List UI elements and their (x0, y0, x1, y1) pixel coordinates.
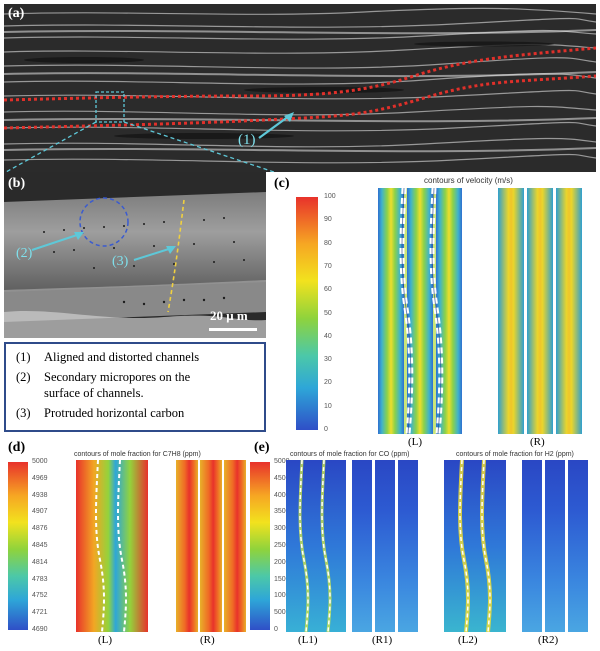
panel-d-title: contours of mole fraction for C7H8 (ppm) (74, 451, 201, 458)
channel-e-l1-group (286, 459, 346, 633)
channel-d-left (76, 459, 148, 633)
colorbar-tick: 3500 (274, 508, 290, 516)
panel-a-label: (a) (8, 6, 25, 21)
panel-e-sub-l1: (L1) (298, 634, 318, 646)
colorbar-tick: 3000 (274, 525, 290, 533)
callout-1-label: (1) (238, 132, 256, 148)
colorbar-c (296, 197, 318, 430)
colorbar-tick: 500 (274, 609, 286, 617)
colorbar-tick: 20 (324, 379, 332, 387)
colorbar-tick: 100 (324, 193, 336, 200)
colorbar-tick: 70 (324, 262, 332, 270)
colorbar-tick: 4500 (274, 474, 290, 482)
colorbar-tick: 10 (324, 402, 332, 410)
colorbar-tick: 2000 (274, 558, 290, 566)
panel-d-label: (d) (8, 440, 26, 455)
colorbar-tick: 4752 (32, 592, 48, 600)
callout-3-label: (3) (112, 254, 129, 269)
channel-c-left-group (378, 187, 462, 435)
channel-e-l2 (444, 459, 506, 633)
panel-d-sub-left: (L) (98, 634, 113, 646)
sem-image-b: (b) (2) (3) 20 μ m (4, 172, 266, 338)
panel-e-label: (e) (254, 440, 270, 455)
sem-a-texture (4, 4, 596, 172)
colorbar-tick: 5000 (32, 458, 48, 465)
colorbar-tick: 4907 (32, 508, 48, 516)
colorbar-tick: 4845 (32, 542, 48, 549)
colorbar-tick: 2500 (274, 542, 290, 549)
scale-bar-label: 20 μ m (210, 308, 248, 323)
colorbar-tick: 80 (324, 239, 332, 247)
colorbar-c-ticks: 100 90 80 70 60 50 40 30 20 10 0 (324, 193, 354, 434)
channel-c-left (378, 187, 462, 435)
colorbar-tick: 4000 (274, 491, 290, 499)
colorbar-tick: 0 (274, 626, 278, 633)
colorbar-tick: 4876 (32, 525, 48, 533)
panel-e-title-h2: contours of mole fraction for H2 (ppm) (456, 451, 574, 458)
colorbar-tick: 90 (324, 216, 332, 224)
colorbar-tick: 1000 (274, 592, 290, 600)
colorbar-tick: 4783 (32, 575, 48, 583)
colorbar-tick: 60 (324, 286, 332, 294)
colorbar-d-ticks: 5000 4969 4938 4907 4876 4845 4814 4783 4752 4721… (32, 458, 62, 634)
colorbar-tick: 40 (324, 332, 332, 340)
channel-e-r1-group (352, 460, 418, 632)
legend-box: (1) Aligned and distorted channels (2) Sec… (4, 342, 266, 432)
panel-e-sub-r1: (R1) (372, 634, 393, 646)
sem-b-texture (4, 172, 266, 338)
panel-c-title: contours of velocity (m/s) (424, 176, 513, 185)
colorbar-tick: 50 (324, 309, 332, 317)
colorbar-tick: 4969 (32, 474, 48, 482)
panel-e-sub-r2: (R2) (538, 634, 559, 646)
colorbar-tick: 4814 (32, 558, 48, 566)
channel-d-right-group (176, 460, 246, 632)
colorbar-tick: 4938 (32, 491, 48, 499)
panel-e-sub-l2: (L2) (458, 634, 478, 646)
colorbar-d (8, 462, 28, 630)
colorbar-tick: 1500 (274, 575, 290, 583)
channel-e-l1 (286, 459, 346, 633)
panel-d-sub-right: (R) (200, 634, 215, 646)
colorbar-tick: 30 (324, 356, 332, 364)
panel-e-title-co: contours of mole fraction for CO (ppm) (290, 451, 410, 458)
sem-image-a: (a) (1) (4, 4, 596, 172)
panel-c-label: (c) (274, 176, 290, 191)
colorbar-tick: 4690 (32, 626, 48, 633)
colorbar-tick: 5000 (274, 458, 290, 465)
colorbar-e-ticks: 5000 4500 4000 3500 3000 2500 2000 1500 1000 500 0 (274, 458, 304, 634)
panel-b-label: (b) (8, 176, 26, 191)
channel-d-left-group (76, 459, 148, 633)
channel-c-right-group (498, 188, 582, 434)
channel-e-l2-group (444, 459, 506, 633)
panel-c-sub-right: (R) (530, 436, 545, 448)
callout-2-label: (2) (16, 246, 33, 261)
panel-c-sub-left: (L) (408, 436, 423, 448)
colorbar-e (250, 462, 270, 630)
colorbar-tick: 4721 (32, 609, 48, 617)
channel-e-r2-group (522, 460, 588, 632)
colorbar-tick: 0 (324, 426, 328, 433)
